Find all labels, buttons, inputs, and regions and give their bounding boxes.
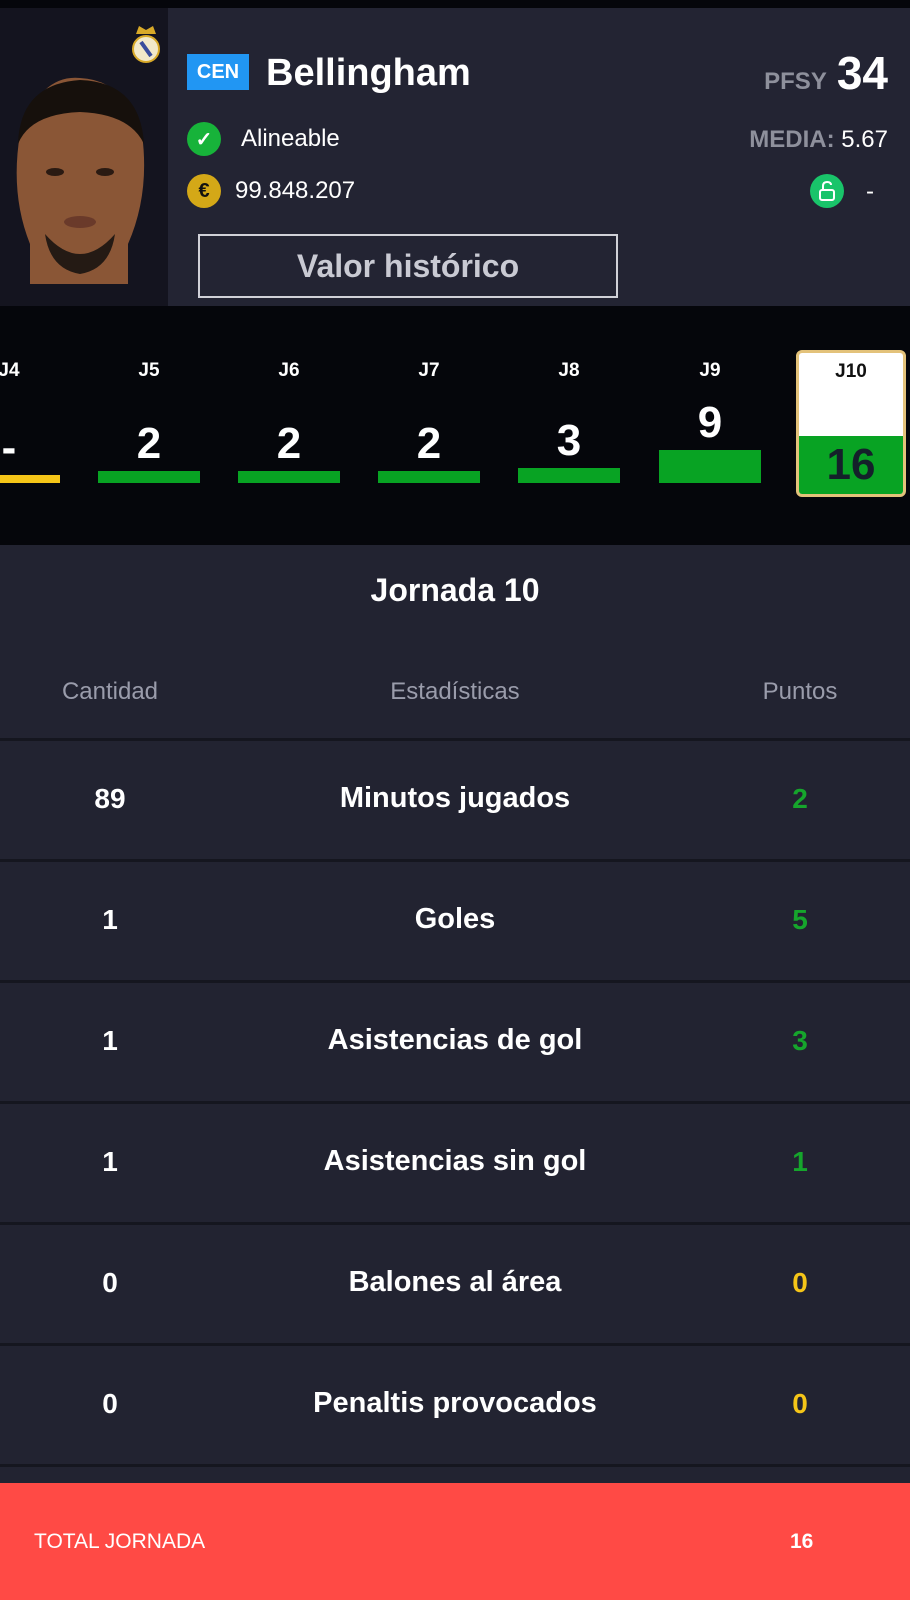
unlock-icon[interactable] (810, 174, 844, 208)
stat-quantity: 0 (102, 1266, 118, 1298)
row-divider (0, 1464, 910, 1484)
column-header-quantity: Cantidad (61, 678, 159, 705)
gameweek-points: 16 (799, 436, 903, 494)
stat-quantity: 89 (94, 782, 126, 814)
stat-quantity: 1 (102, 903, 118, 935)
gameweek-card-selected[interactable]: J10 16 (796, 350, 906, 497)
stat-quantity: 1 (102, 1024, 118, 1056)
market-value: € 99.848.207 (187, 174, 355, 208)
total-gameweek-bar: TOTAL JORNADA 16 (0, 1483, 910, 1600)
gameweek-points-bar (0, 475, 60, 483)
availability-status: ✓ Alineable (187, 122, 340, 156)
player-header: CEN Bellingham PFSY 34 ✓ Alineable € 99.… (0, 8, 910, 306)
gameweek-points-bar (98, 471, 200, 483)
stat-name: Balones al área (348, 1266, 562, 1298)
player-name: Bellingham (266, 52, 471, 94)
gameweek-card[interactable]: J6 2 (238, 306, 340, 545)
gameweek-label: J8 (558, 360, 580, 381)
stat-points: 3 (792, 1024, 808, 1056)
gameweek-points-bar (378, 471, 480, 483)
club-crest-icon (132, 26, 160, 63)
gameweek-card[interactable]: J8 3 (518, 306, 620, 545)
stat-name: Asistencias de gol (327, 1024, 583, 1056)
gameweek-points: 2 (416, 419, 442, 468)
gameweek-title: Jornada 10 (370, 572, 540, 608)
gameweek-label: J4 (0, 360, 20, 381)
stat-points: 2 (792, 782, 808, 814)
gameweek-card[interactable]: J5 2 (98, 306, 200, 545)
stat-name: Penaltis provocados (313, 1387, 597, 1419)
stat-name: Asistencias sin gol (323, 1145, 587, 1177)
gameweek-card[interactable]: J9 9 (659, 306, 761, 545)
status-bar (0, 0, 910, 8)
pfsy-label: PFSY (764, 68, 827, 95)
gameweek-points: 2 (276, 419, 302, 468)
average-score: MEDIA: 5.67 (749, 126, 888, 154)
media-label: MEDIA: (749, 126, 835, 153)
column-header-points: Puntos (762, 678, 838, 705)
stat-name: Goles (414, 903, 496, 935)
stat-quantity: 1 (102, 1145, 118, 1177)
euro-icon: € (187, 174, 221, 208)
stat-quantity: 0 (102, 1387, 118, 1419)
gameweek-points: - (1, 423, 17, 472)
gameweek-label: J10 (835, 361, 867, 382)
stat-row: 1 Goles 5 (0, 859, 910, 977)
market-value-text: 99.848.207 (235, 177, 356, 204)
total-label: TOTAL JORNADA (34, 1529, 206, 1553)
stat-row: 0 Balones al área 0 (0, 1222, 910, 1340)
stat-points: 1 (792, 1145, 808, 1177)
gameweek-label: J9 (699, 360, 721, 381)
column-header-stats: Estadísticas (390, 678, 520, 705)
status-text: Alineable (241, 125, 340, 152)
stat-points: 0 (792, 1266, 808, 1298)
stat-row: 89 Minutos jugados 2 (0, 738, 910, 856)
total-value: 16 (790, 1529, 814, 1553)
gameweek-label: J6 (278, 360, 300, 381)
stat-points: 5 (792, 903, 808, 935)
check-icon: ✓ (187, 122, 221, 156)
gameweek-points: 3 (556, 416, 582, 465)
gameweek-label: J5 (138, 360, 160, 381)
gameweek-points: 9 (697, 398, 723, 447)
stat-row: 1 Asistencias sin gol 1 (0, 1101, 910, 1219)
player-photo-panel (0, 8, 168, 306)
clause-value: - (866, 178, 874, 205)
stat-row: 1 Asistencias de gol 3 (0, 980, 910, 1098)
gameweek-card[interactable]: J4 - (0, 306, 60, 545)
pfsy-score: PFSY 34 (764, 46, 888, 100)
position-badge: CEN (187, 54, 249, 90)
pfsy-value: 34 (836, 47, 888, 99)
gameweek-points-bar (518, 468, 620, 483)
historical-value-button[interactable]: Valor histórico (198, 234, 618, 298)
gameweek-label: J7 (418, 360, 440, 381)
stat-row: 0 Penaltis provocados 0 (0, 1343, 910, 1461)
gameweek-card[interactable]: J7 2 (378, 306, 480, 545)
media-value: 5.67 (841, 126, 888, 153)
stat-name: Minutos jugados (339, 782, 571, 814)
gameweek-points: 2 (136, 419, 162, 468)
gameweek-points-bar (659, 450, 761, 483)
gameweek-strip[interactable]: J4 - J5 2 J6 2 J7 2 J8 3 J9 9 J10 16 (0, 306, 910, 545)
player-photo (16, 77, 145, 284)
stat-points: 0 (792, 1387, 808, 1419)
gameweek-points-bar (238, 471, 340, 483)
